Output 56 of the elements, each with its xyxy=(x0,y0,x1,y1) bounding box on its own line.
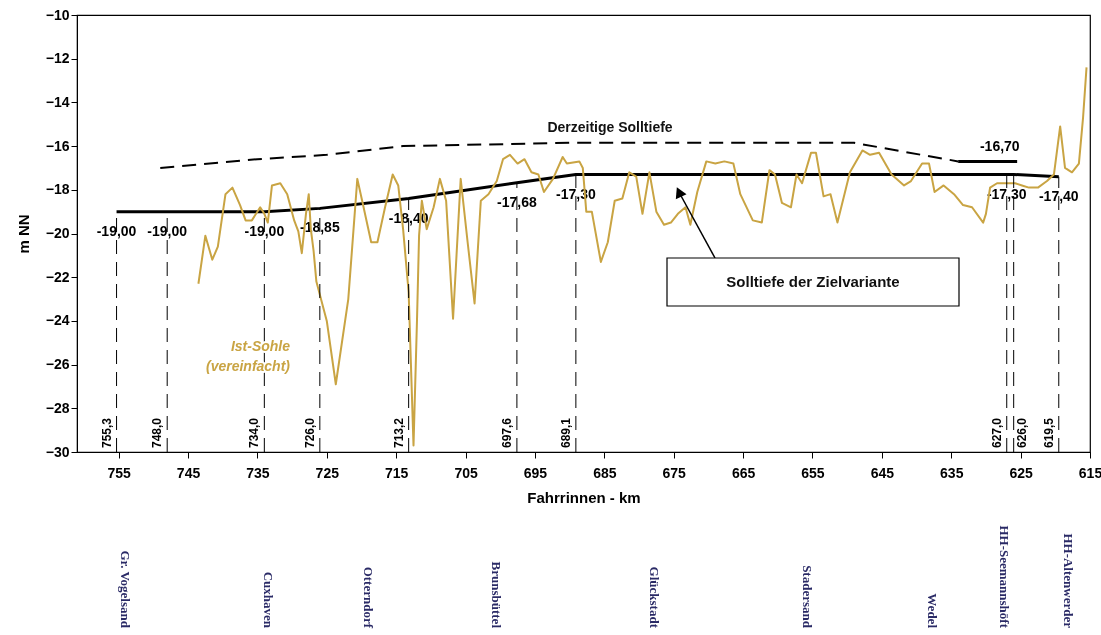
y-tick-label: −24 xyxy=(45,312,70,329)
y-tick-label: −12 xyxy=(45,50,70,67)
x-tick-label: 685 xyxy=(593,464,617,481)
x-tick-label: 715 xyxy=(384,464,409,481)
x-tick-label: 755 xyxy=(107,464,132,481)
text: HH-Altenwerder xyxy=(1061,533,1076,629)
x-tick-label: 735 xyxy=(246,464,270,481)
data-label: -19,00 xyxy=(147,222,188,239)
text: Stadersand xyxy=(800,565,815,629)
x-axis-title: Fahrrinnen - km xyxy=(527,488,641,506)
y-tick-label: −18 xyxy=(45,181,70,198)
text: Brunsbüttel xyxy=(489,561,504,629)
y-tick-label: −10 xyxy=(45,6,70,23)
x-tick-label: 635 xyxy=(940,464,964,481)
text: Otterndorf xyxy=(361,566,376,629)
ref-line-label: 626,0 xyxy=(1014,417,1029,448)
y-tick-label: −30 xyxy=(45,443,70,460)
ref-line-label: 689,1 xyxy=(558,417,573,448)
text: HH-Seemannshöft xyxy=(997,525,1012,629)
x-tick-label: 705 xyxy=(454,464,478,481)
text: Solltiefe der Zielvariante xyxy=(726,273,900,290)
text: Glückstadt xyxy=(647,566,662,629)
x-tick-label: 695 xyxy=(523,464,548,481)
y-tick-label: −28 xyxy=(45,399,70,416)
data-label: -17,40 xyxy=(1038,187,1079,204)
x-tick-label: 615 xyxy=(1078,464,1101,481)
y-tick-label: −14 xyxy=(45,93,70,110)
y-tick-label: −20 xyxy=(45,225,70,241)
text: Ist-Sohle (vereinfacht) xyxy=(205,338,291,374)
data-label: -19,00 xyxy=(244,222,285,239)
series-label: Derzeitige Solltiefe xyxy=(547,119,673,135)
y-tick-label: −22 xyxy=(45,268,70,285)
x-tick-label: 625 xyxy=(1009,464,1034,481)
x-tick-label: 675 xyxy=(662,464,687,481)
x-tick-label: 645 xyxy=(870,464,895,481)
y-tick-label: −26 xyxy=(45,356,70,373)
ref-line-label: 748,0 xyxy=(150,417,165,448)
text: Cuxhaven xyxy=(261,571,276,629)
ref-line-label: 755,3 xyxy=(99,417,114,448)
ref-line-label: 627,0 xyxy=(989,417,1004,448)
y-tick-label: −16 xyxy=(45,137,70,154)
x-tick-label: 725 xyxy=(315,464,340,481)
data-label: -16,70 xyxy=(979,138,1020,155)
ref-line-label: 713,2 xyxy=(391,417,406,448)
ref-line-label: 619,5 xyxy=(1041,417,1056,448)
x-tick-label: 655 xyxy=(801,464,825,481)
ref-line-label: 697,6 xyxy=(499,417,514,448)
ref-line-label: 734,0 xyxy=(247,417,262,448)
y-axis-title: m NN xyxy=(14,214,32,254)
line-series xyxy=(197,66,1088,447)
ref-line-label: 726,0 xyxy=(302,417,317,448)
x-tick-label: 665 xyxy=(731,464,756,481)
text: Gr. Vogelsand xyxy=(118,550,133,629)
text: Wedel xyxy=(925,593,940,629)
data-label: -19,00 xyxy=(96,222,137,239)
x-tick-label: 745 xyxy=(176,464,201,481)
